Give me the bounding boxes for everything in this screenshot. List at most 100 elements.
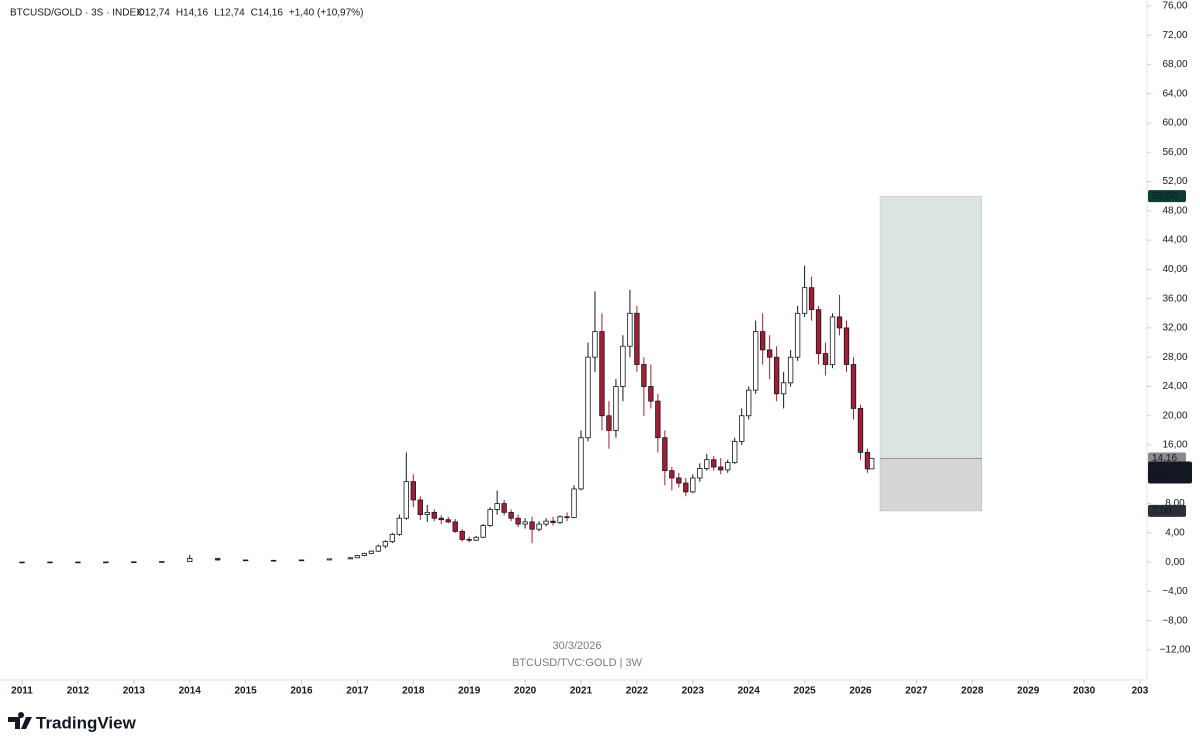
candle-body <box>676 477 682 484</box>
x-tick-label: 2014 <box>179 686 202 697</box>
candle-body <box>403 481 409 519</box>
candle-body <box>396 517 403 535</box>
candle-body <box>690 477 696 493</box>
y-tick-label: 64,00 <box>1162 88 1187 99</box>
x-tick-label: 2022 <box>626 686 649 697</box>
candle-body <box>459 531 465 540</box>
candle-body <box>725 462 731 471</box>
y-tick-label: 72,00 <box>1162 30 1187 41</box>
y-tick-label: 16,00 <box>1162 440 1187 451</box>
candle-body <box>787 356 794 384</box>
candle-body <box>868 458 875 470</box>
candle-body <box>103 561 109 564</box>
candle-body <box>655 400 661 439</box>
candle-body <box>648 386 654 402</box>
x-tick-label: 2012 <box>67 686 90 697</box>
entry-label: 14,16 <box>1152 453 1177 464</box>
y-tick-label: 56,00 <box>1162 147 1187 158</box>
stop-label-bg <box>1148 504 1186 517</box>
candle-body <box>466 539 472 541</box>
candle-body <box>452 521 458 532</box>
candle-body <box>389 533 396 543</box>
legend-item: L12,74 <box>214 8 245 19</box>
candle-body <box>270 559 277 562</box>
candle-body <box>19 561 25 564</box>
candle-body <box>445 519 451 523</box>
x-tick-label: 2028 <box>961 686 984 697</box>
candle-body <box>47 561 53 564</box>
x-tick-label: 2025 <box>793 686 816 697</box>
target-label: 50,00 <box>1152 191 1177 202</box>
chart-title: BTCUSD/GOLD · 3S · INDEX <box>10 8 143 19</box>
candle-body <box>808 287 815 311</box>
candle-body <box>704 459 710 469</box>
y-tick-label: 76,00 <box>1162 0 1187 11</box>
x-tick-label: 2023 <box>682 686 705 697</box>
y-tick-label: −12,00 <box>1160 645 1191 656</box>
y-tick-label: 52,00 <box>1162 176 1187 187</box>
y-tick-label: 36,00 <box>1162 293 1187 304</box>
y-tick-label: 40,00 <box>1162 264 1187 275</box>
candle-body <box>836 316 843 329</box>
legend-item: O12,74 <box>137 8 170 19</box>
x-tick-label: 2011 <box>11 686 33 697</box>
brand: TradingView <box>36 713 137 732</box>
y-tick-label: 24,00 <box>1162 381 1187 392</box>
legend-item: +1,40 (+10,97%) <box>289 8 364 19</box>
candle-body <box>529 521 535 530</box>
last-price-countdown: 16d 12h <box>1152 471 1188 482</box>
candle-body <box>543 520 549 525</box>
x-tick-label: 2015 <box>234 686 257 697</box>
candle-body <box>557 516 563 524</box>
candle-body <box>732 440 738 464</box>
candle-body <box>326 558 333 561</box>
candle-body <box>606 415 612 431</box>
x-tick-label: 2026 <box>849 686 872 697</box>
candle-body <box>564 516 570 518</box>
y-tick-label: 8,00 <box>1165 498 1185 509</box>
candle-body <box>417 499 423 515</box>
x-tick-label: 2030 <box>1073 686 1096 697</box>
y-tick-label: 32,00 <box>1162 323 1187 334</box>
candle-body <box>815 309 822 354</box>
candle-body <box>683 482 689 493</box>
candle-body <box>599 331 605 417</box>
candle-body <box>641 364 647 387</box>
candle-body <box>585 356 591 439</box>
candle-body <box>438 517 444 521</box>
candle-body <box>501 503 507 513</box>
candle-body <box>131 561 137 563</box>
candle-body <box>508 511 514 519</box>
candle-body <box>410 481 416 501</box>
x-tick-label: 2016 <box>290 686 313 697</box>
candle-body <box>773 356 780 395</box>
candle-body <box>739 415 745 442</box>
candle-body <box>347 557 354 560</box>
legend-item: C14,16 <box>251 8 284 19</box>
y-tick-label: 60,00 <box>1162 118 1187 129</box>
candle-body <box>613 386 619 431</box>
candle-body <box>718 466 724 471</box>
candle-body <box>669 470 675 479</box>
candle-body <box>829 316 836 365</box>
y-tick-label: 68,00 <box>1162 59 1187 70</box>
stop-label: 7,00 <box>1152 506 1172 517</box>
candle-body <box>746 389 752 417</box>
candle-body <box>578 437 584 490</box>
x-tick-label: 2013 <box>123 686 146 697</box>
candle-body <box>298 559 305 562</box>
y-tick-label: 28,00 <box>1162 352 1187 363</box>
candle-body <box>515 517 521 525</box>
candle-body <box>794 312 801 358</box>
y-tick-label: −4,00 <box>1162 586 1188 597</box>
x-tick-label: 2020 <box>514 686 537 697</box>
candle-body <box>571 488 577 518</box>
candle-body <box>850 364 857 409</box>
candle-body <box>361 552 368 556</box>
last-price-bg <box>1148 461 1192 484</box>
candle-body <box>159 561 165 563</box>
candle-body <box>522 521 528 525</box>
candle-body <box>242 559 249 562</box>
x-tick-label: 2021 <box>570 686 593 697</box>
candle-body <box>75 561 81 564</box>
